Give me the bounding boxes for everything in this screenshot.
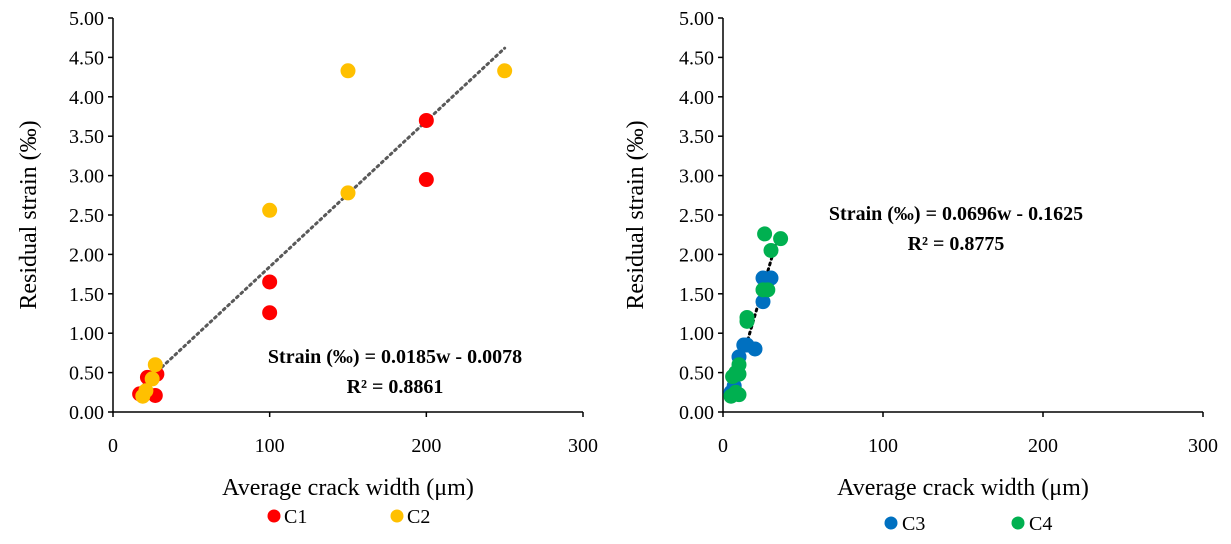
chart2-legend-marker-c3 — [884, 516, 898, 530]
chart1-point-c2 — [340, 185, 356, 201]
chart2-y-tick-label: 2.00 — [679, 244, 714, 266]
chart1-y-tick-label: 0.00 — [69, 402, 104, 424]
chart2-point-c3 — [755, 294, 771, 310]
chart1-point-c2 — [497, 63, 513, 79]
chart1-point-c1 — [262, 274, 278, 290]
chart2-point-c3 — [747, 341, 763, 357]
chart1-x-axis-title: Average crack width (μm) — [222, 475, 474, 501]
chart2-x-tick-label: 300 — [1188, 435, 1218, 457]
chart1-point-c2 — [147, 357, 163, 373]
chart1-point-c2 — [340, 63, 356, 79]
chart1-y-tick-label: 1.50 — [69, 284, 104, 306]
chart1-x-tick-label: 200 — [411, 435, 441, 457]
chart2-y-tick-label: 2.50 — [679, 205, 714, 227]
chart2-y-tick-label: 5.00 — [679, 8, 714, 30]
chart2-trend-equation: Strain (‰) = 0.0696w - 0.1625 — [829, 203, 1083, 225]
chart1-point-c2 — [144, 371, 160, 387]
chart1-y-tick-label: 4.50 — [69, 47, 104, 69]
chart2-y-tick-label: 1.00 — [679, 323, 714, 345]
chart1-y-tick-label: 2.50 — [69, 205, 104, 227]
chart2-x-tick-label: 100 — [868, 435, 898, 457]
chart1-point-c1 — [418, 112, 434, 128]
chart2-y-axis-title: Residual strain (‰) — [623, 120, 649, 309]
chart1-y-tick-label: 4.00 — [69, 87, 104, 109]
chart1-point-c2 — [262, 202, 278, 218]
chart2-y-tick-label: 3.50 — [679, 126, 714, 148]
chart2-y-tick-label: 3.00 — [679, 166, 714, 188]
chart1-x-tick-label: 300 — [568, 435, 598, 457]
chart2-point-c4 — [739, 309, 755, 325]
chart1-y-tick-label: 3.00 — [69, 166, 104, 188]
chart2-legend-label-c4: C4 — [1029, 513, 1052, 535]
chart2-point-c4 — [760, 282, 776, 298]
chart2-point-c4 — [763, 242, 779, 258]
chart1-legend-marker-c1 — [267, 509, 281, 523]
chart1-legend-label-c2: C2 — [407, 506, 430, 528]
chart1-trend-equation: Strain (‰) = 0.0185w - 0.0078 — [268, 346, 522, 368]
chart2-point-c4 — [757, 226, 773, 242]
chart1-x-tick-label: 100 — [255, 435, 285, 457]
chart1-y-tick-label: 3.50 — [69, 126, 104, 148]
chart1-y-tick-label: 2.00 — [69, 244, 104, 266]
chart1-x-tick-label: 0 — [108, 435, 118, 457]
chart1-point-c1 — [262, 305, 278, 321]
chart2-trend-r2: R² = 0.8775 — [908, 233, 1005, 255]
chart1-legend-marker-c2 — [390, 509, 404, 523]
chart2-point-c4 — [731, 357, 747, 373]
chart2-point-c4 — [731, 387, 747, 403]
chart2-legend-label-c3: C3 — [902, 513, 925, 535]
chart2-y-tick-label: 4.50 — [679, 47, 714, 69]
chart2-x-tick-label: 0 — [718, 435, 728, 457]
chart1-y-tick-label: 5.00 — [69, 8, 104, 30]
chart1-y-tick-label: 0.50 — [69, 363, 104, 385]
chart2-y-tick-label: 0.00 — [679, 402, 714, 424]
chart2-legend-marker-c4 — [1011, 516, 1025, 530]
chart2-x-tick-label: 200 — [1028, 435, 1058, 457]
chart2-point-c3 — [763, 270, 779, 286]
chart2-y-tick-label: 4.00 — [679, 87, 714, 109]
chart1-point-c1 — [418, 172, 434, 188]
chart2-point-c4 — [773, 231, 789, 247]
chart1-y-axis-title: Residual strain (‰) — [16, 120, 42, 309]
chart2-y-tick-label: 1.50 — [679, 284, 714, 306]
chart1-legend-label-c1: C1 — [284, 506, 307, 528]
chart1-trend-r2: R² = 0.8861 — [347, 376, 444, 398]
chart1-trendline — [142, 46, 507, 385]
chart2-x-axis-title: Average crack width (μm) — [837, 475, 1089, 501]
chart1-point-c2 — [138, 383, 154, 399]
chart1-y-tick-label: 1.00 — [69, 323, 104, 345]
chart2-y-tick-label: 0.50 — [679, 363, 714, 385]
